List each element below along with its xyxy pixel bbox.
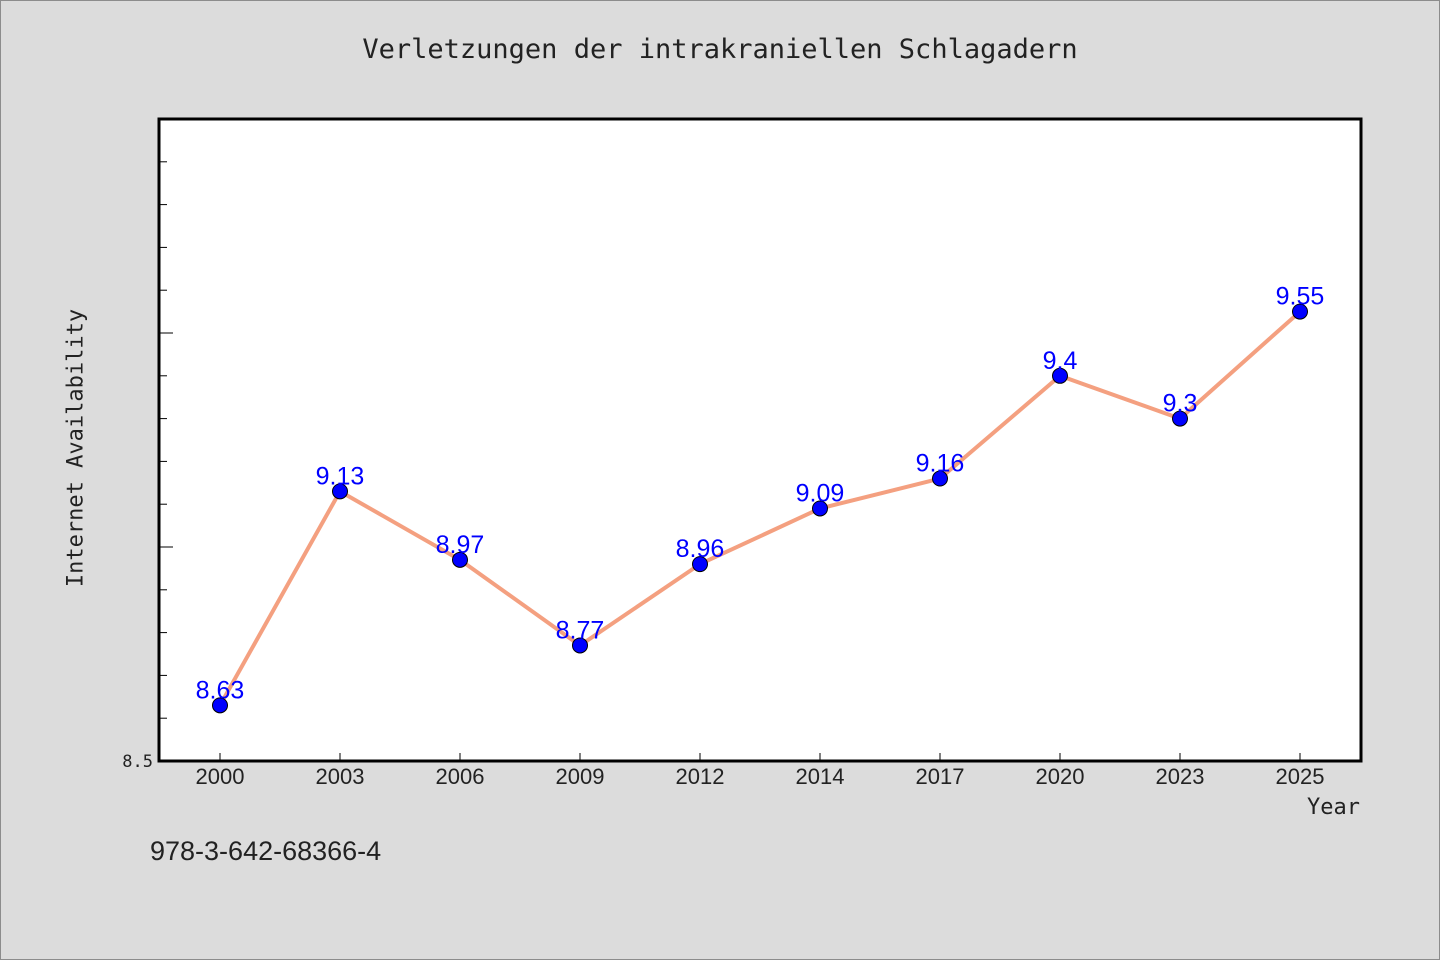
data-point <box>332 483 348 500</box>
y-axis-label: Internet Availability <box>63 308 89 588</box>
data-label: 8.63 <box>196 676 245 704</box>
y-axis-ticks: 8.5 <box>122 161 173 772</box>
x-axis-ticks: 2000 2003 2006 2009 2012 2014 2017 2020 2023 2025 <box>196 753 1325 789</box>
x-tick-label: 2017 <box>916 764 965 789</box>
series-lines <box>218 309 1302 708</box>
data-point <box>812 500 828 517</box>
data-point <box>932 470 948 487</box>
x-tick-label: 2014 <box>796 764 845 789</box>
data-point <box>1292 303 1308 320</box>
series-line <box>218 309 1302 708</box>
isbn-footnote: 978-3-642-68366-4 <box>150 836 382 866</box>
data-label: 9.55 <box>1276 283 1325 311</box>
data-label: 9.13 <box>316 462 365 490</box>
data-point <box>452 551 468 568</box>
y-tick-label: 8.5 <box>122 752 153 772</box>
data-point <box>1172 410 1188 427</box>
data-label: 9.09 <box>796 479 845 507</box>
data-point <box>572 637 588 654</box>
data-label: 8.77 <box>556 616 605 644</box>
plot-area <box>157 117 1363 763</box>
chart-title: Verletzungen der intrakraniellen Schlaga… <box>362 34 1078 65</box>
x-tick-label: 2025 <box>1276 764 1325 789</box>
data-label: 8.96 <box>676 535 725 563</box>
data-label: 8.97 <box>436 531 485 559</box>
x-tick-label: 2009 <box>556 764 605 789</box>
data-labels: 8.63 9.13 8.97 8.77 8.96 9.09 9.16 9.4 9.3 9.55 <box>196 283 1325 705</box>
x-tick-label: 2006 <box>436 764 485 789</box>
x-axis-label: Year <box>1307 795 1360 820</box>
series-points <box>212 303 1308 714</box>
data-label: 9.16 <box>916 450 965 478</box>
x-tick-label: 2012 <box>676 764 725 789</box>
data-label: 9.3 <box>1163 390 1198 418</box>
data-label: 9.4 <box>1043 347 1078 375</box>
x-tick-label: 2023 <box>1156 764 1205 789</box>
data-point <box>1052 367 1068 384</box>
data-point <box>692 556 708 573</box>
data-point <box>212 697 228 714</box>
x-tick-label: 2003 <box>316 764 365 789</box>
x-tick-label: 2000 <box>196 764 245 789</box>
x-tick-label: 2020 <box>1036 764 1085 789</box>
